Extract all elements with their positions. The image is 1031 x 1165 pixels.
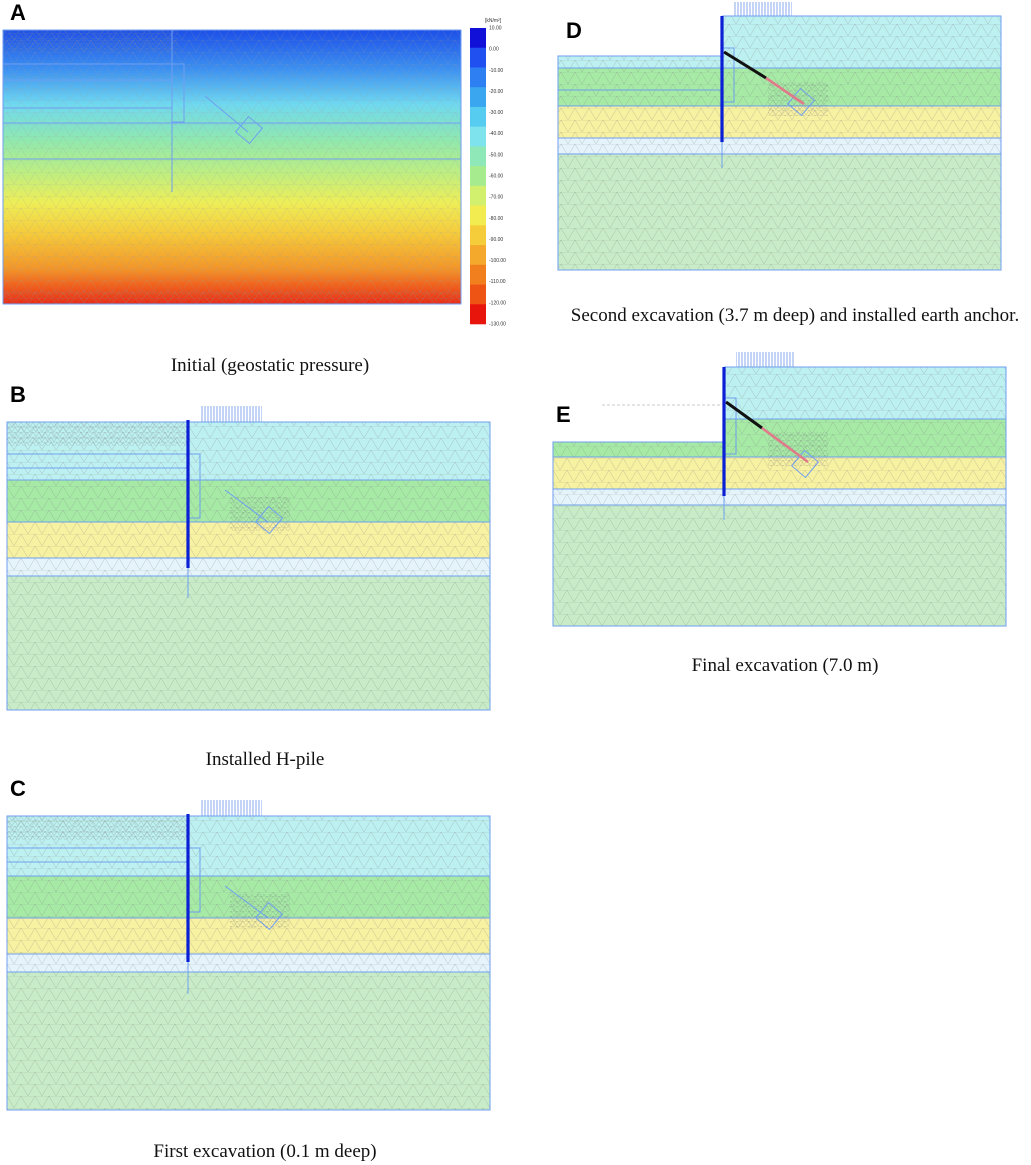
layer-boundaries — [6, 815, 491, 1111]
layer-boundaries — [557, 15, 1002, 271]
panel-letter-e: E — [556, 402, 571, 427]
finite-element-mesh — [3, 30, 461, 304]
legend-swatch — [470, 87, 486, 108]
surcharge-load — [200, 406, 262, 422]
legend-unit-label: [kN/m²] — [485, 18, 502, 24]
legend-tick-label: -30.00 — [489, 110, 503, 116]
legend-swatch — [470, 47, 486, 68]
earth-anchor-free-length — [725, 400, 763, 430]
legend-swatch — [470, 225, 486, 246]
panel-b-diagram — [6, 406, 491, 711]
legend-tick-label: -70.00 — [489, 195, 503, 201]
legend-tick-label: -80.00 — [489, 216, 503, 222]
earth-anchor-grout-body — [761, 426, 809, 464]
legend-tick-label: -120.00 — [489, 300, 506, 306]
legend-tick-label: -50.00 — [489, 152, 503, 158]
panel-d-diagram — [557, 2, 1002, 271]
caption-c: First excavation (0.1 m deep) — [153, 1141, 377, 1162]
layer-boundaries — [2, 29, 462, 305]
finite-element-mesh — [558, 16, 1001, 270]
legend-tick-label: -20.00 — [489, 89, 503, 95]
legend-swatch — [470, 67, 486, 88]
earth-anchor-grout-body — [765, 76, 805, 106]
mesh-refinement-top — [3, 30, 178, 52]
caption-b: Installed H-pile — [205, 749, 325, 770]
legend-tick-label: -40.00 — [489, 131, 503, 137]
caption-d: Second excavation (3.7 m deep) and insta… — [570, 305, 1020, 326]
legend-tick-label: -100.00 — [489, 258, 506, 264]
legend-swatch — [470, 146, 486, 167]
legend-swatch — [470, 106, 486, 127]
legend-tick-label: -130.00 — [489, 322, 506, 328]
legend-swatch — [470, 166, 486, 187]
legend-tick-label: 10.00 — [489, 26, 502, 32]
layer-boundaries — [6, 421, 491, 711]
layer-boundaries — [552, 366, 1007, 627]
surcharge-load — [734, 2, 792, 16]
legend-swatch — [470, 126, 486, 147]
panel-letter-c: C — [10, 776, 26, 801]
legend-tick-label: -60.00 — [489, 174, 503, 180]
panel-letter-a: A — [10, 0, 26, 25]
surcharge-load — [736, 352, 794, 367]
legend-swatch — [470, 264, 486, 285]
finite-element-mesh — [7, 816, 490, 1110]
earth-anchor-free-length — [723, 50, 767, 80]
legend-swatch — [470, 28, 486, 49]
legend-tick-label: -110.00 — [489, 279, 506, 285]
legend-swatch — [470, 304, 486, 325]
legend-tick-label: -10.00 — [489, 68, 503, 74]
mesh-refinement-anchor — [768, 432, 828, 466]
legend-swatch — [470, 245, 486, 266]
legend-swatch — [470, 284, 486, 305]
finite-element-mesh — [7, 422, 490, 710]
legend-swatch — [470, 205, 486, 226]
panel-c-diagram — [6, 800, 491, 1111]
panel-letter-d: D — [566, 18, 582, 43]
panel-a-diagram: [kN/m²] 10.00 0.00 -10.00 -20.00 -30.00 -40.00… — [2, 18, 506, 328]
mesh-refinement-top — [7, 816, 187, 840]
panel-letter-b: B — [10, 382, 26, 407]
mesh-refinement-bottom — [3, 290, 461, 304]
panel-e-diagram — [552, 352, 1007, 627]
mesh-refinement-top — [7, 422, 187, 446]
legend-tick-label: 0.00 — [489, 47, 499, 53]
finite-element-mesh — [553, 367, 1006, 626]
legend-swatch — [470, 185, 486, 206]
caption-a: Initial (geostatic pressure) — [170, 355, 370, 376]
legend-tick-label: -90.00 — [489, 237, 503, 243]
surcharge-load — [200, 800, 262, 816]
pressure-legend: [kN/m²] 10.00 0.00 -10.00 -20.00 -30.00 -40.00… — [470, 18, 506, 328]
mesh-refinement-anchor — [230, 894, 290, 928]
caption-e: Final excavation (7.0 m) — [691, 655, 879, 676]
